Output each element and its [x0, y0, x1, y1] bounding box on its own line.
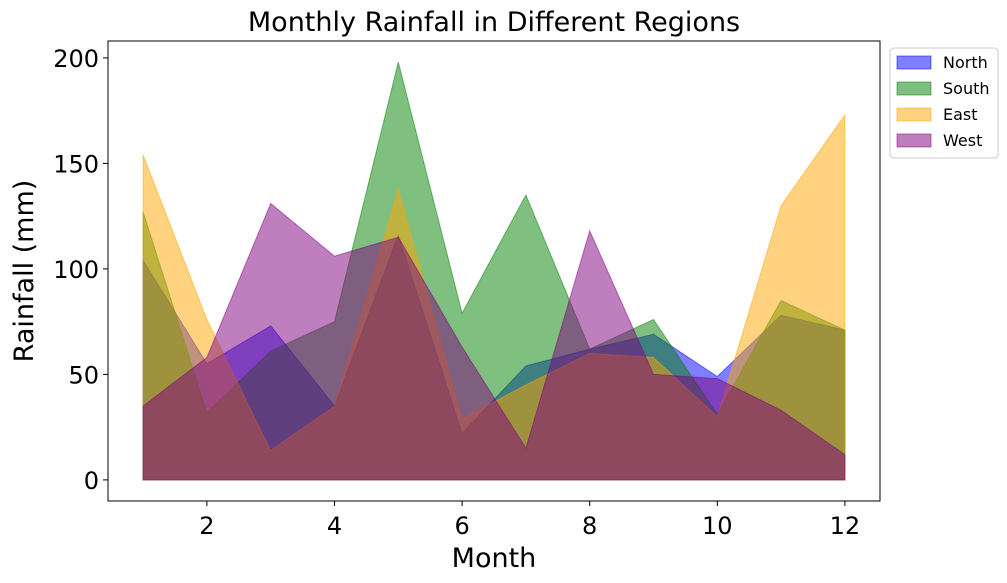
y-tick-label: 100 [53, 256, 99, 284]
area-west [142, 202, 846, 481]
legend-label-south: South [943, 79, 990, 98]
legend-swatch-south [896, 81, 932, 96]
x-axis-ticks: 2 4 6 8 10 12 [199, 501, 860, 540]
y-tick-label: 50 [68, 361, 99, 389]
legend-label-west: West [943, 131, 982, 150]
legend-swatch-west [896, 133, 932, 148]
legend-swatch-east [896, 107, 932, 122]
legend-label-east: East [943, 105, 978, 124]
y-tick-label: 150 [53, 150, 99, 178]
plot-frame [107, 40, 881, 502]
legend-swatch-north [896, 55, 932, 70]
x-tick-label: 10 [702, 512, 733, 540]
x-axis-label: Month [452, 543, 537, 574]
y-axis-label: Rainfall (mm) [9, 180, 40, 363]
chart-title: Monthly Rainfall in Different Regions [248, 7, 740, 38]
legend-frame [889, 47, 999, 159]
x-tick-label: 12 [830, 512, 861, 540]
x-tick-label: 8 [582, 512, 597, 540]
legend: North South East West [889, 47, 999, 159]
y-tick-label: 200 [53, 45, 99, 73]
x-tick-label: 4 [327, 512, 342, 540]
y-tick-label: 0 [84, 467, 99, 495]
area-series-group [142, 61, 846, 481]
legend-label-north: North [943, 53, 988, 72]
x-tick-label: 2 [199, 512, 214, 540]
x-tick-label: 6 [454, 512, 469, 540]
y-axis-ticks: 0 50 100 150 200 [53, 45, 108, 495]
